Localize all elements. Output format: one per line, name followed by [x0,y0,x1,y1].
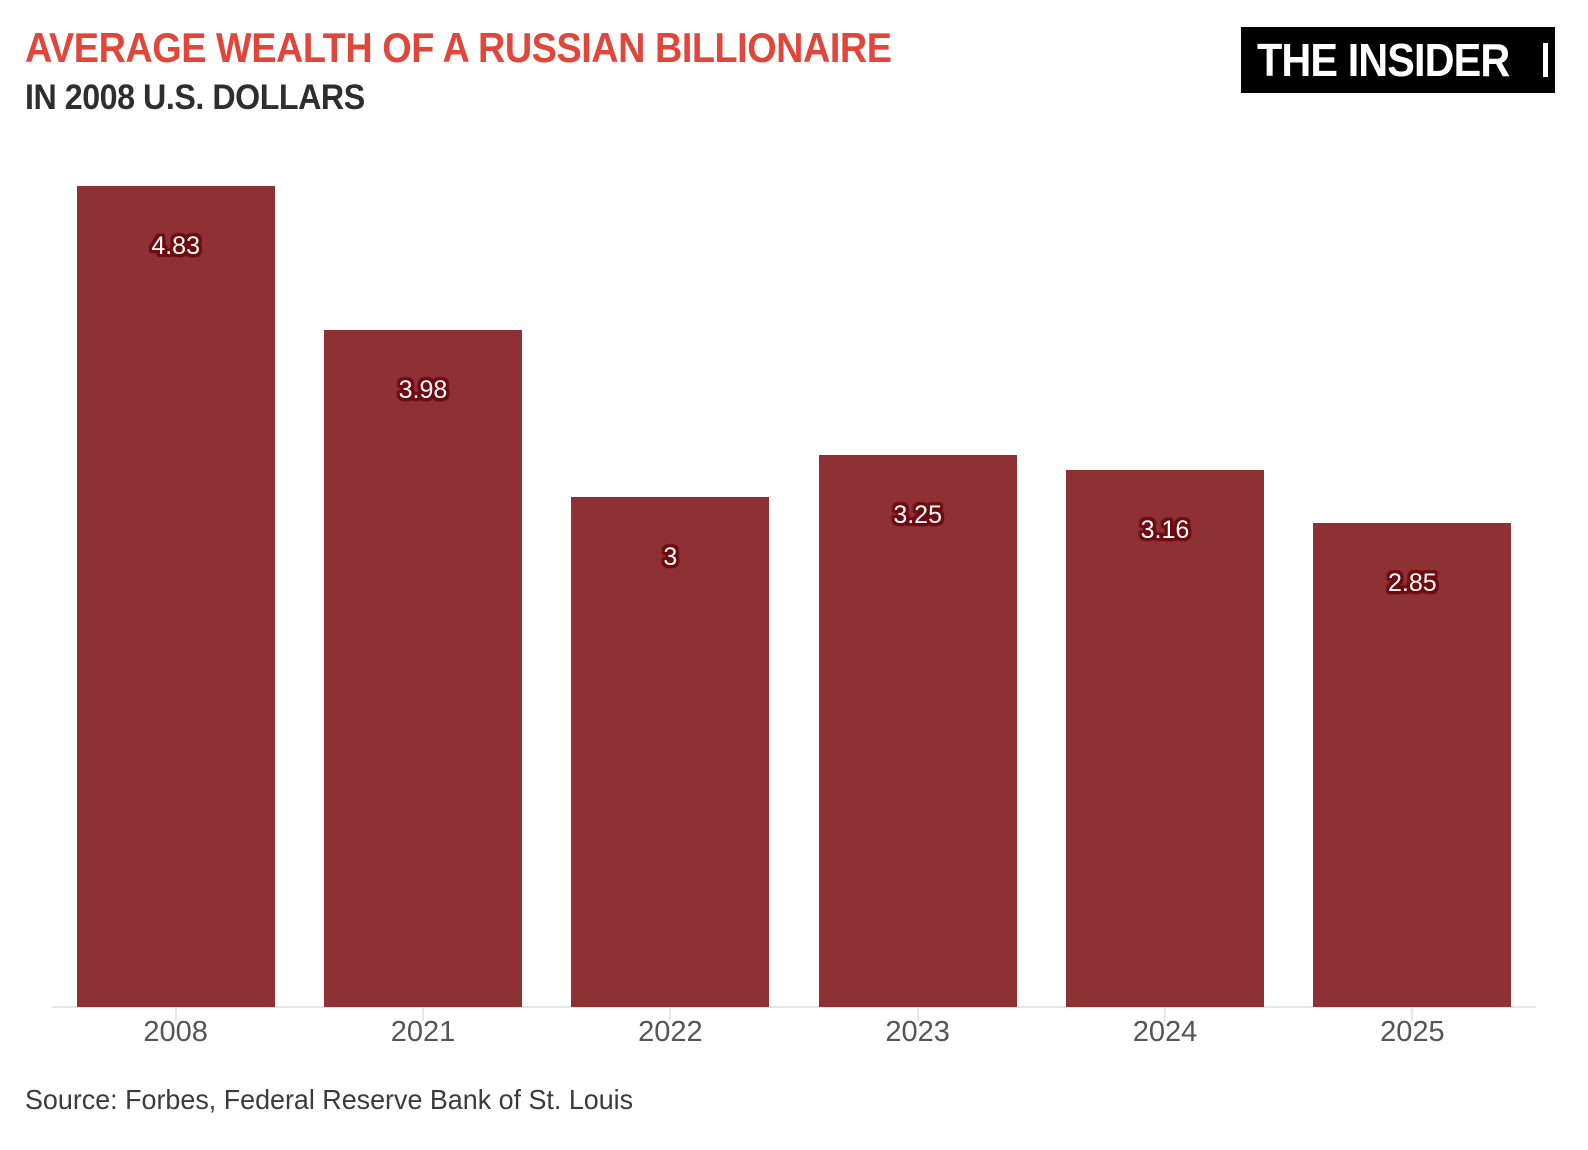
bar-2021 [324,330,522,1007]
x-axis-tick [422,1008,424,1021]
bar-value-label: 3.16 [1140,515,1190,544]
x-axis-label-2021: 2021 [390,1016,456,1048]
x-axis-label-2008: 2008 [143,1016,208,1048]
logo-wordmark: THE INSIDER [1256,34,1510,86]
bar-2008 [76,185,275,1007]
bar-value-label: 2.85 [1387,568,1437,597]
the-insider-logo: THE INSIDER [1240,27,1555,93]
x-axis-label-2022: 2022 [638,1016,703,1048]
x-axis-tick [916,1008,919,1021]
x-axis-label-2025: 2025 [1380,1016,1445,1048]
x-axis-tick [174,1008,177,1021]
bar-value-label: 3 [663,543,678,571]
x-axis-label-2023: 2023 [885,1016,950,1048]
x-axis-line [52,1006,1536,1008]
x-axis-tick [1411,1008,1414,1021]
bar-2023 [818,454,1017,1007]
logo-cursor-bar [1543,43,1548,77]
x-axis-tick [669,1008,672,1021]
bar-2022 [571,497,770,1007]
bar-value-label: 3.25 [893,500,942,529]
bar-2024 [1066,469,1264,1007]
x-axis-label-2024: 2024 [1132,1016,1198,1048]
bar-value-label: 4.83 [151,231,200,260]
source-attribution: Source: Forbes, Federal Reserve Bank of … [25,1084,634,1115]
chart-subtitle: IN 2008 U.S. DOLLARS [25,78,365,117]
chart-title: AVERAGE WEALTH OF A RUSSIAN BILLIONAIRE [25,24,892,71]
bar-2025 [1313,522,1512,1007]
bar-value-label: 3.98 [398,376,448,405]
x-axis-tick [1164,1008,1166,1021]
